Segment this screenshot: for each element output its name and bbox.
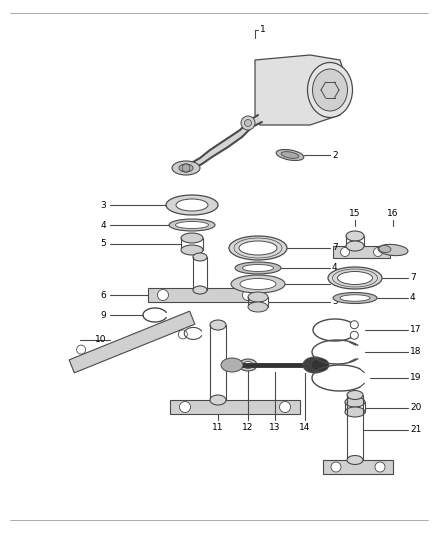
Ellipse shape [244,119,251,126]
Ellipse shape [180,401,191,413]
Text: 18: 18 [410,348,421,357]
Text: 14: 14 [299,424,311,432]
Ellipse shape [279,401,290,413]
Ellipse shape [181,233,203,243]
Text: 2: 2 [332,150,338,159]
Ellipse shape [178,330,187,339]
Polygon shape [148,288,262,302]
Ellipse shape [166,195,218,215]
Ellipse shape [374,247,382,256]
Ellipse shape [276,150,304,160]
Ellipse shape [338,271,372,285]
Polygon shape [333,246,390,258]
Ellipse shape [347,456,363,464]
Text: 17: 17 [410,326,421,335]
Ellipse shape [350,321,358,329]
Ellipse shape [333,293,377,303]
Ellipse shape [328,267,382,289]
Polygon shape [323,460,393,474]
Ellipse shape [248,302,268,312]
Text: 15: 15 [349,209,361,219]
Polygon shape [183,115,262,167]
Text: 12: 12 [242,424,254,432]
Ellipse shape [331,462,341,472]
Ellipse shape [240,279,276,289]
Ellipse shape [158,289,169,301]
Ellipse shape [210,320,226,330]
Text: 11: 11 [212,424,224,432]
Ellipse shape [347,391,363,400]
Ellipse shape [239,241,277,255]
Ellipse shape [345,397,365,407]
Ellipse shape [243,361,253,368]
Text: 7: 7 [332,244,338,253]
Text: 4: 4 [100,221,106,230]
Polygon shape [255,55,345,125]
Text: 5: 5 [100,239,106,248]
Text: 9: 9 [100,311,106,319]
Text: 1: 1 [260,25,266,34]
Ellipse shape [182,164,190,172]
Polygon shape [69,311,195,373]
Text: 4: 4 [410,294,416,303]
Ellipse shape [169,219,215,231]
Text: 20: 20 [410,403,421,413]
Ellipse shape [231,275,285,293]
Ellipse shape [241,116,255,130]
Ellipse shape [378,244,408,256]
Text: 10: 10 [95,335,106,344]
Ellipse shape [346,231,364,241]
Ellipse shape [375,462,385,472]
Ellipse shape [221,358,243,372]
Ellipse shape [176,199,208,211]
Ellipse shape [248,292,268,302]
Ellipse shape [181,245,203,255]
Text: 7: 7 [410,273,416,282]
Ellipse shape [239,359,257,371]
Ellipse shape [340,295,370,301]
Ellipse shape [172,161,200,175]
Ellipse shape [350,332,358,340]
Ellipse shape [345,407,365,417]
Ellipse shape [307,62,353,117]
Ellipse shape [340,247,350,256]
Ellipse shape [243,264,273,271]
Ellipse shape [303,357,327,373]
Ellipse shape [77,345,86,354]
Ellipse shape [176,222,208,229]
Ellipse shape [193,286,207,294]
Text: 8: 8 [332,279,338,288]
Ellipse shape [311,359,329,372]
Text: 5: 5 [332,297,338,306]
Ellipse shape [179,164,193,172]
Ellipse shape [379,246,391,253]
Ellipse shape [312,69,347,111]
Text: 21: 21 [410,425,421,434]
Text: 6: 6 [100,290,106,300]
Text: 19: 19 [410,374,421,383]
Polygon shape [170,400,300,414]
Ellipse shape [193,253,207,261]
Ellipse shape [235,262,281,274]
Text: 3: 3 [100,200,106,209]
Ellipse shape [243,289,254,301]
Ellipse shape [229,236,287,260]
Ellipse shape [346,241,364,251]
Text: 4: 4 [332,263,338,272]
Text: 13: 13 [269,424,281,432]
Text: 16: 16 [387,209,399,219]
Ellipse shape [281,152,299,158]
Ellipse shape [210,395,226,405]
